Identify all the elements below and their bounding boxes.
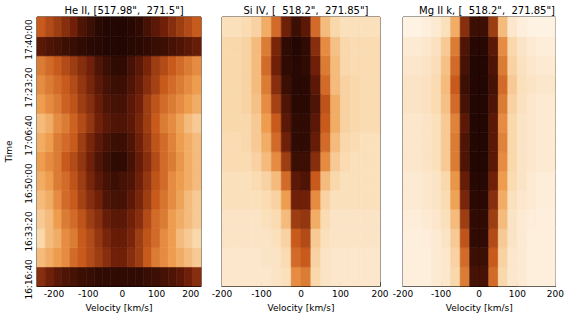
svg-text:100: 100	[148, 289, 165, 299]
svg-text:-100: -100	[431, 289, 452, 299]
svg-text:17:40:00: 17:40:00	[24, 19, 34, 60]
svg-text:16:50:00: 16:50:00	[24, 163, 34, 204]
svg-text:-200: -200	[212, 289, 233, 299]
svg-text:200: 200	[182, 289, 199, 299]
svg-text:200: 200	[547, 289, 564, 299]
svg-text:17:06:40: 17:06:40	[24, 115, 34, 156]
svg-text:Mg II k, [ 518.2", 271.85"]: Mg II k, [ 518.2", 271.85"]	[419, 5, 555, 16]
svg-text:Velocity [km/s]: Velocity [km/s]	[446, 303, 513, 313]
svg-text:He II, [517.98", 271.5"]: He II, [517.98", 271.5"]	[64, 5, 183, 16]
svg-text:Velocity [km/s]: Velocity [km/s]	[268, 303, 335, 313]
svg-text:16:16:40: 16:16:40	[24, 259, 34, 300]
svg-text:0: 0	[476, 289, 482, 299]
svg-text:200: 200	[371, 289, 388, 299]
svg-text:-200: -200	[44, 289, 65, 299]
svg-text:100: 100	[332, 289, 349, 299]
svg-text:-100: -100	[78, 289, 99, 299]
svg-text:16:33:20: 16:33:20	[24, 211, 34, 252]
svg-text:17:23:20: 17:23:20	[24, 67, 34, 108]
svg-text:Time: Time	[4, 140, 14, 163]
svg-text:100: 100	[509, 289, 526, 299]
svg-text:-100: -100	[251, 289, 272, 299]
svg-text:Si IV, [ 518.2", 271.85"]: Si IV, [ 518.2", 271.85"]	[244, 5, 369, 16]
svg-text:0: 0	[120, 289, 126, 299]
svg-text:-200: -200	[393, 289, 414, 299]
svg-text:Velocity [km/s]: Velocity [km/s]	[86, 303, 153, 313]
svg-text:0: 0	[298, 289, 304, 299]
